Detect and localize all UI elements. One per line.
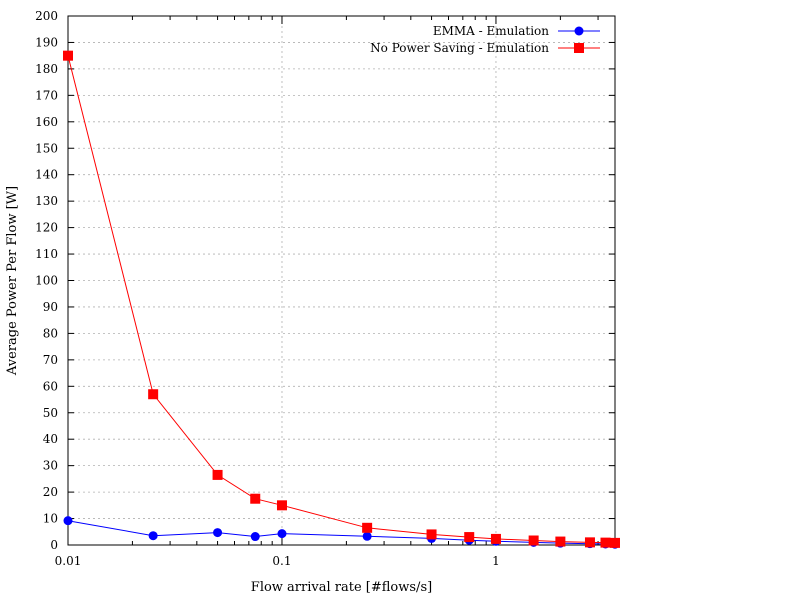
y-tick-label: 200: [35, 9, 58, 23]
y-tick-label: 0: [50, 538, 58, 552]
data-point-2: [212, 469, 223, 480]
plot-frame: [67, 15, 616, 546]
data-point-1: [277, 529, 287, 539]
y-tick-label: 140: [35, 168, 58, 182]
legend-label-2: No Power Saving - Emulation: [370, 41, 549, 55]
data-point-2: [490, 533, 501, 544]
data-point-2: [426, 529, 437, 540]
y-tick-label: 80: [43, 326, 58, 340]
data-point-2: [610, 537, 620, 548]
grid-layer: [68, 16, 615, 545]
legend-marker-2: [574, 43, 584, 53]
x-tick-label: 0.1: [272, 554, 291, 568]
y-tick-label: 100: [35, 274, 58, 288]
legend-marker-1: [574, 26, 584, 36]
data-point-2: [63, 50, 73, 61]
data-point-2: [362, 522, 373, 533]
ticks-layer: 0 10 20 30 40 50 60 70 80 90 100 110 120 130 140 150 160…: [35, 9, 615, 568]
x-tick-label: 0.01: [55, 554, 82, 568]
data-point-2: [464, 532, 475, 543]
data-point-2: [250, 493, 261, 504]
data-point-2: [276, 500, 287, 511]
series-line-2: [67, 55, 616, 544]
y-tick-label: 110: [35, 247, 58, 261]
data-point-2: [600, 537, 611, 548]
y-axis-title: Average Power Per Flow [W]: [5, 186, 20, 376]
y-tick-label: 180: [35, 62, 58, 76]
data-point-1: [362, 531, 372, 541]
x-tick-label: 1: [492, 554, 500, 568]
data-point-1: [63, 516, 73, 526]
data-point-1: [250, 532, 260, 542]
y-tick-label: 70: [43, 353, 58, 367]
y-tick-label: 120: [35, 221, 58, 235]
data-point-2: [584, 537, 595, 548]
y-tick-label: 170: [35, 88, 58, 102]
data-point-1: [213, 528, 223, 538]
data-point-2: [528, 535, 539, 546]
data-point-1: [148, 531, 158, 541]
legend-label-1: EMMA - Emulation: [433, 24, 549, 38]
y-tick-label: 150: [35, 141, 58, 155]
data-point-2: [555, 536, 566, 547]
y-tick-label: 40: [43, 432, 58, 446]
y-tick-label: 20: [43, 485, 58, 499]
y-tick-label: 130: [35, 194, 58, 208]
y-tick-label: 160: [35, 115, 58, 129]
x-axis-title: Flow arrival rate [#flows/s]: [251, 580, 432, 595]
y-tick-label: 60: [43, 379, 58, 393]
y-tick-label: 90: [43, 300, 58, 314]
y-tick-label: 10: [43, 512, 58, 526]
legend: EMMA - Emulation No Power Saving - Emulat…: [370, 24, 600, 55]
y-tick-label: 30: [43, 459, 58, 473]
data-point-2: [148, 389, 159, 400]
y-tick-label: 190: [35, 35, 58, 49]
series-layer: [63, 50, 620, 549]
y-tick-label: 50: [43, 406, 58, 420]
